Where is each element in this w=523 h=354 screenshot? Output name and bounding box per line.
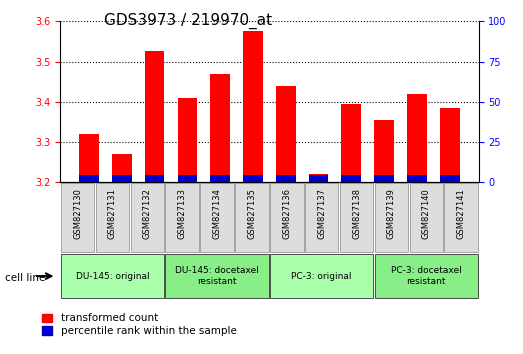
Bar	[374, 120, 394, 182]
Bar	[145, 51, 164, 182]
Bar	[374, 175, 394, 182]
Bar	[440, 175, 460, 182]
Bar	[276, 175, 295, 182]
Text: GSM827131: GSM827131	[108, 188, 117, 239]
Bar	[79, 134, 99, 182]
Bar	[309, 174, 328, 182]
Bar	[342, 104, 361, 182]
Bar	[243, 31, 263, 182]
Text: GSM827139: GSM827139	[387, 188, 396, 239]
Text: DU-145: docetaxel
resistant: DU-145: docetaxel resistant	[175, 267, 259, 286]
Text: PC-3: original: PC-3: original	[291, 272, 352, 281]
Bar	[145, 175, 164, 182]
Text: GSM827132: GSM827132	[143, 188, 152, 239]
Bar	[276, 86, 295, 182]
Text: DU-145: original: DU-145: original	[76, 272, 149, 281]
Bar	[177, 98, 197, 182]
Bar	[309, 175, 328, 182]
Text: cell line: cell line	[5, 273, 46, 283]
Text: GSM827141: GSM827141	[457, 188, 465, 239]
Text: GSM827136: GSM827136	[282, 188, 291, 239]
Bar	[407, 94, 427, 182]
Text: GSM827135: GSM827135	[247, 188, 256, 239]
Text: GSM827137: GSM827137	[317, 188, 326, 239]
Bar	[407, 175, 427, 182]
Bar	[243, 175, 263, 182]
FancyBboxPatch shape	[200, 183, 234, 252]
Text: PC-3: docetaxel
resistant: PC-3: docetaxel resistant	[391, 267, 462, 286]
FancyBboxPatch shape	[445, 183, 478, 252]
Text: GSM827130: GSM827130	[73, 188, 82, 239]
Bar	[210, 175, 230, 182]
FancyBboxPatch shape	[131, 183, 164, 252]
FancyBboxPatch shape	[305, 183, 338, 252]
FancyBboxPatch shape	[340, 183, 373, 252]
FancyBboxPatch shape	[270, 254, 373, 298]
Bar	[112, 175, 132, 182]
FancyBboxPatch shape	[270, 183, 303, 252]
Bar	[440, 108, 460, 182]
Text: GSM827138: GSM827138	[352, 188, 361, 239]
Bar	[342, 175, 361, 182]
Bar	[112, 154, 132, 182]
Text: GSM827133: GSM827133	[178, 188, 187, 239]
FancyBboxPatch shape	[235, 183, 269, 252]
FancyBboxPatch shape	[410, 183, 443, 252]
Text: GSM827140: GSM827140	[422, 188, 431, 239]
Bar	[79, 175, 99, 182]
FancyBboxPatch shape	[165, 254, 269, 298]
FancyBboxPatch shape	[96, 183, 129, 252]
FancyBboxPatch shape	[374, 254, 478, 298]
FancyBboxPatch shape	[374, 183, 408, 252]
Bar	[177, 175, 197, 182]
Bar	[210, 74, 230, 182]
Text: GSM827134: GSM827134	[212, 188, 222, 239]
FancyBboxPatch shape	[61, 254, 164, 298]
Text: GDS3973 / 219970_at: GDS3973 / 219970_at	[104, 12, 272, 29]
FancyBboxPatch shape	[165, 183, 199, 252]
FancyBboxPatch shape	[61, 183, 94, 252]
Legend: transformed count, percentile rank within the sample: transformed count, percentile rank withi…	[42, 314, 236, 336]
